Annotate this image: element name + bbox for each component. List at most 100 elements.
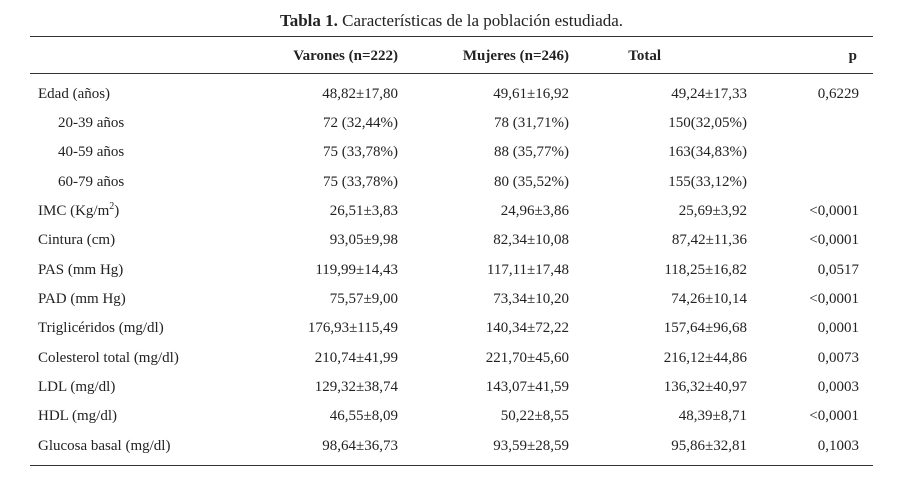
value-men: 129,32±38,74 (314, 378, 398, 395)
value-total: 155(33,12%) (668, 173, 747, 190)
table-caption-label: Tabla 1. (279, 11, 338, 30)
value-total: 163(34,83%) (668, 144, 747, 161)
table-row: PAD (mm Hg) 75,57±9,00 73,34±10,20 74,26±10… (30, 285, 873, 314)
value-men: 46,55±8,09 (329, 408, 398, 425)
row-label: Colesterol total (mg/dl) (30, 343, 260, 372)
row-label-suffix: ) (114, 203, 120, 220)
row-label-text: Glucosa basal (mg/dl) (38, 438, 171, 455)
row-label-text: IMC (Kg/m (38, 203, 110, 220)
row-label: Triglicéridos (mg/dl) (30, 314, 260, 343)
row-label: 20-39 años (30, 109, 260, 138)
table-row: 40-59 años 75 (33,78%) 88 (35,77%) 163(34,8… (30, 138, 873, 167)
value-women: 93,59±28,59 (493, 438, 569, 455)
table-row: Colesterol total (mg/dl) 210,74±41,99 221,… (30, 343, 873, 372)
row-label-text: 40-59 años (58, 144, 125, 161)
value-women: 88 (35,77%) (494, 144, 569, 161)
value-women: 221,70±45,60 (485, 349, 569, 366)
row-label-superscript: 2 (109, 201, 115, 213)
value-men: 26,51±3,83 (329, 203, 398, 220)
value-men: 210,74±41,99 (314, 349, 398, 366)
value-p: <0,0001 (809, 290, 859, 307)
table-row: 60-79 años 75 (33,78%) 80 (35,52%) 155(33,1… (30, 168, 873, 197)
value-women: 24,96±3,86 (500, 203, 569, 220)
table-row: PAS (mm Hg) 119,99±14,43 117,11±17,48 118,2… (30, 255, 873, 284)
value-men: 93,05±9,98 (329, 232, 398, 249)
row-label: PAS (mm Hg) (30, 255, 260, 284)
row-label: 60-79 años (30, 168, 260, 197)
value-total: 118,25±16,82 (664, 261, 747, 278)
row-label: PAD (mm Hg) (30, 285, 260, 314)
value-men: 119,99±14,43 (315, 261, 398, 278)
value-men: 75,57±9,00 (329, 290, 398, 307)
row-label-text: HDL (mg/dl) (38, 408, 118, 425)
top-rule (30, 36, 873, 37)
value-p: <0,0001 (809, 408, 859, 425)
table-row: Glucosa basal (mg/dl) 98,64±36,73 93,59±28… (30, 431, 873, 462)
table-body: Edad (años) 48,82±17,80 49,61±16,92 49,24±1… (30, 79, 873, 462)
table-row: Edad (años) 48,82±17,80 49,61±16,92 49,24±1… (30, 79, 873, 109)
value-men: 48,82±17,80 (322, 85, 398, 102)
value-women: 49,61±16,92 (493, 85, 569, 102)
value-women: 73,34±10,20 (493, 290, 569, 307)
table-row: Cintura (cm) 93,05±9,98 82,34±10,08 87,42±1… (30, 226, 873, 255)
value-total: 157,64±96,68 (663, 320, 747, 337)
value-men: 72 (32,44%) (323, 115, 398, 132)
value-men: 75 (33,78%) (323, 173, 398, 190)
value-total: 216,12±44,86 (663, 349, 747, 366)
value-total: 87,42±11,36 (671, 232, 747, 249)
value-total: 95,86±32,81 (671, 438, 747, 455)
row-label-text: LDL (mg/dl) (38, 378, 116, 395)
value-p: <0,0001 (809, 203, 859, 220)
header-rule (30, 73, 873, 74)
value-women: 50,22±8,55 (500, 408, 569, 425)
row-label: 40-59 años (30, 138, 260, 167)
value-total: 49,24±17,33 (671, 85, 747, 102)
value-total: 150(32,05%) (668, 115, 747, 132)
row-label-text: 60-79 años (58, 173, 125, 190)
header-men: Varones (n=222) (293, 47, 398, 64)
value-p: 0,0517 (817, 261, 859, 278)
row-label-text: 20-39 años (58, 115, 125, 132)
table-row: IMC (Kg/m2) 26,51±3,83 24,96±3,86 25,69±3,9… (30, 197, 873, 226)
row-label-text: Edad (años) (38, 85, 111, 102)
row-label: Edad (años) (30, 79, 260, 109)
row-label: Cintura (cm) (30, 226, 260, 255)
row-label: IMC (Kg/m2) (30, 197, 260, 226)
table-caption-text: Características de la población estudiad… (342, 11, 624, 30)
header-total: Total (628, 47, 661, 64)
value-total: 25,69±3,92 (678, 203, 747, 220)
header-row: Varones (n=222) Mujeres (n=246) Total p (30, 42, 873, 70)
value-total: 136,32±40,97 (663, 378, 747, 395)
row-label-text: Triglicéridos (mg/dl) (38, 320, 164, 337)
value-p (747, 138, 873, 167)
row-label: Glucosa basal (mg/dl) (30, 431, 260, 462)
value-p (747, 109, 873, 138)
value-women: 117,11±17,48 (486, 261, 569, 278)
bottom-rule (30, 465, 873, 466)
value-men: 75 (33,78%) (323, 144, 398, 161)
table-row: 20-39 años 72 (32,44%) 78 (31,71%) 150(32,0… (30, 109, 873, 138)
value-p: 0,6229 (817, 85, 859, 102)
value-men: 98,64±36,73 (322, 438, 398, 455)
header-empty (30, 42, 260, 70)
value-men: 176,93±115,49 (307, 320, 398, 337)
value-p: 0,0001 (817, 320, 859, 337)
row-label: HDL (mg/dl) (30, 402, 260, 431)
header-women: Mujeres (n=246) (462, 47, 569, 64)
value-total: 74,26±10,14 (671, 290, 747, 307)
value-p: 0,0073 (817, 349, 859, 366)
value-women: 140,34±72,22 (485, 320, 569, 337)
value-p: 0,1003 (817, 438, 859, 455)
row-label-text: Cintura (cm) (38, 232, 116, 249)
value-women: 143,07±41,59 (485, 378, 569, 395)
row-label-text: Colesterol total (mg/dl) (38, 349, 179, 366)
value-p (747, 168, 873, 197)
table-row: HDL (mg/dl) 46,55±8,09 50,22±8,55 48,39±8,7… (30, 402, 873, 431)
value-women: 82,34±10,08 (493, 232, 569, 249)
row-label: LDL (mg/dl) (30, 373, 260, 402)
value-total: 48,39±8,71 (678, 408, 747, 425)
table-caption: Tabla 1. Características de la población… (0, 9, 903, 33)
header-p: p (848, 47, 857, 64)
row-label-text: PAS (mm Hg) (38, 261, 124, 278)
table-row: LDL (mg/dl) 129,32±38,74 143,07±41,59 136,3… (30, 373, 873, 402)
